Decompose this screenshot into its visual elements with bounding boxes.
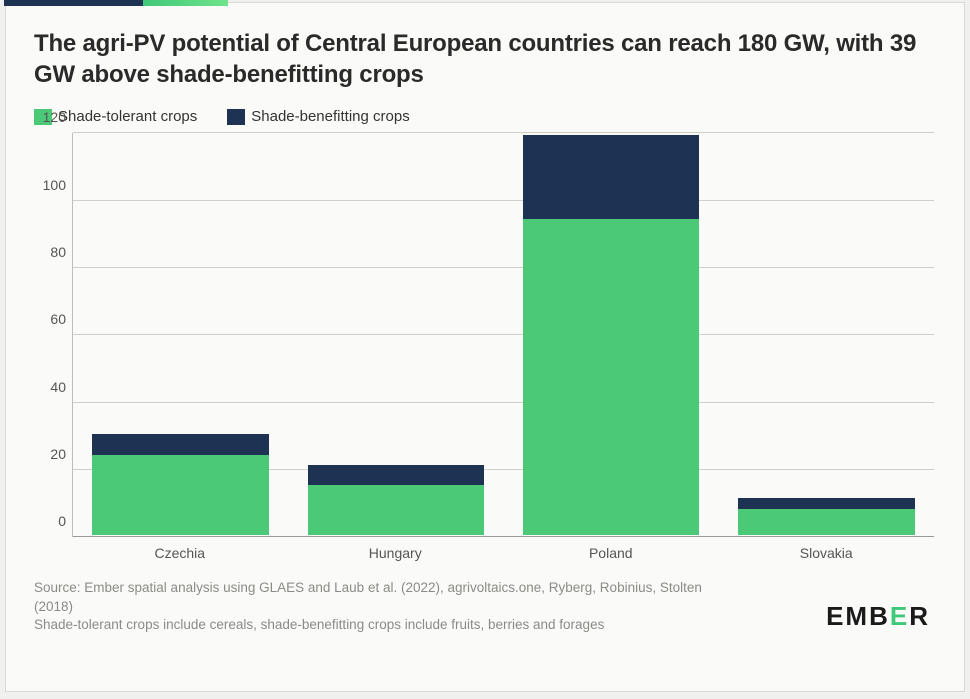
- brand-text-pre: EMB: [826, 601, 890, 631]
- source-line-2: Shade-tolerant crops include cereals, sh…: [34, 617, 604, 632]
- bar-segment-benefitting: [92, 434, 269, 454]
- bar-stack: [308, 133, 485, 537]
- x-tick-label: Hungary: [288, 541, 504, 565]
- x-tick-label: Czechia: [72, 541, 288, 565]
- source-text: Source: Ember spatial analysis using GLA…: [34, 579, 714, 634]
- bar-stack: [92, 133, 269, 537]
- brand-logo: EMBER: [826, 601, 936, 634]
- y-tick-label: 120: [34, 109, 66, 125]
- bar-segment-tolerant: [308, 485, 485, 536]
- legend-swatch-benefitting: [227, 109, 245, 125]
- brand-text-post: R: [909, 601, 930, 631]
- y-tick-label: 0: [34, 513, 66, 529]
- chart-title: The agri-PV potential of Central Europea…: [34, 29, 936, 90]
- bar-stack: [738, 133, 915, 537]
- y-tick-label: 60: [34, 311, 66, 327]
- x-tick-label: Poland: [503, 541, 719, 565]
- brand-text-accent: E: [890, 601, 909, 631]
- bar-segment-benefitting: [523, 135, 700, 219]
- chart-card: The agri-PV potential of Central Europea…: [5, 2, 965, 692]
- accent-bar: [4, 0, 228, 6]
- bar-segment-benefitting: [308, 465, 485, 485]
- bar-slot: [719, 133, 934, 537]
- bar-slot: [73, 133, 288, 537]
- source-line-1: Source: Ember spatial analysis using GLA…: [34, 580, 702, 613]
- y-tick-label: 80: [34, 244, 66, 260]
- legend-label-tolerant: Shade-tolerant crops: [58, 108, 197, 125]
- bar-slot: [504, 133, 719, 537]
- footer: Source: Ember spatial analysis using GLA…: [34, 579, 936, 634]
- bar-segment-tolerant: [523, 219, 700, 535]
- x-tick-label: Slovakia: [719, 541, 935, 565]
- x-axis: CzechiaHungaryPolandSlovakia: [72, 541, 934, 565]
- y-tick-label: 20: [34, 446, 66, 462]
- legend-item-benefitting: Shade-benefitting crops: [227, 108, 409, 125]
- bar-segment-tolerant: [92, 455, 269, 536]
- plot-area: [72, 133, 934, 537]
- y-axis: 020406080100120: [34, 133, 72, 537]
- y-tick-label: 40: [34, 379, 66, 395]
- legend: Shade-tolerant crops Shade-benefitting c…: [34, 108, 936, 125]
- bar-segment-benefitting: [738, 498, 915, 508]
- legend-label-benefitting: Shade-benefitting crops: [251, 108, 409, 125]
- bar-slot: [288, 133, 503, 537]
- bar-segment-tolerant: [738, 509, 915, 536]
- chart-area: 020406080100120 CzechiaHungaryPolandSlov…: [34, 133, 936, 565]
- bar-stack: [523, 133, 700, 537]
- y-tick-label: 100: [34, 177, 66, 193]
- bars-container: [73, 133, 934, 537]
